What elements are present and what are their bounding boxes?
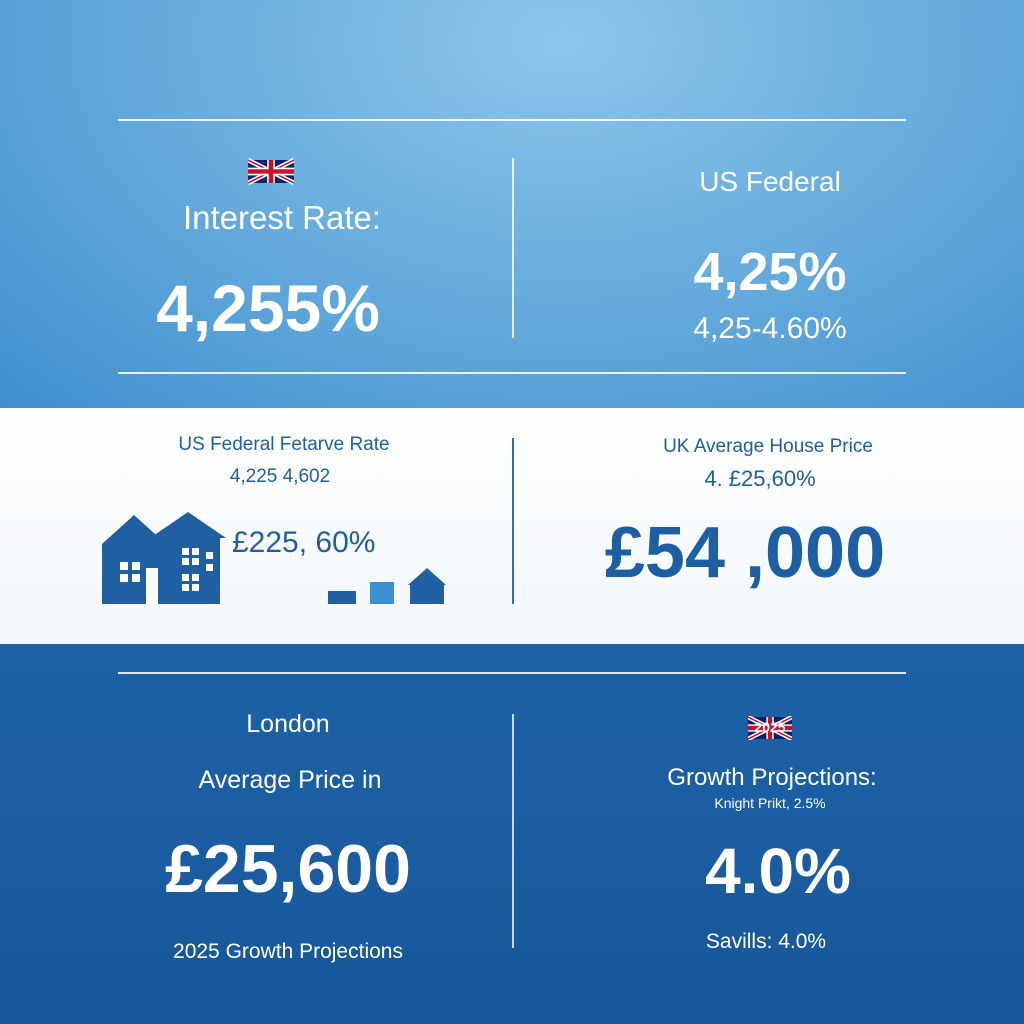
interest-rate-label: Interest Rate: bbox=[182, 199, 382, 236]
mid-left-value: £225, 60% bbox=[232, 526, 376, 559]
top-panel: Interest Rate: 4,255% US Federal 4,25% 4… bbox=[0, 0, 1024, 408]
bottom-panel: London Average Price in £25,600 2025 Gro… bbox=[0, 644, 1024, 1024]
growth-projections-footer: 2025 Growth Projections bbox=[173, 940, 403, 963]
uk-average-house-price-subtitle: 4. £25,60% bbox=[704, 466, 816, 491]
london-average-price-value: £25,600 bbox=[165, 831, 411, 907]
middle-panel: US Federal Fetarve Rate 4,225 4,602 £225… bbox=[0, 408, 1024, 644]
knight-frank-subtitle: Knight Prikt, 2.5% bbox=[714, 795, 826, 811]
uk-flag-icon bbox=[748, 716, 792, 740]
middle-vertical-divider bbox=[512, 438, 514, 604]
flag-2025-badge: 2025 bbox=[748, 716, 792, 740]
us-federal-value: 4,25% bbox=[693, 242, 847, 302]
us-federal-reserve-title: US Federal Fetarve Rate bbox=[178, 434, 390, 455]
uk-flag-icon bbox=[248, 158, 294, 185]
us-federal-reserve-subtitle: 4,225 4,602 bbox=[229, 466, 331, 487]
year-badge-text: 2025 bbox=[754, 719, 786, 735]
growth-projection-value: 4.0% bbox=[705, 835, 851, 907]
bottom-vertical-divider bbox=[512, 714, 514, 948]
house-icon bbox=[102, 512, 226, 604]
average-price-label: Average Price in bbox=[198, 766, 382, 794]
london-label: London bbox=[246, 710, 330, 738]
uk-average-house-price-title: UK Average House Price bbox=[663, 436, 873, 457]
us-federal-range: 4,25-4.60% bbox=[693, 312, 847, 345]
top-divider bbox=[118, 119, 906, 121]
bar-chart-icon bbox=[328, 568, 446, 604]
interest-rate-value: 4,255% bbox=[156, 271, 380, 345]
savills-projection: Savills: 4.0% bbox=[705, 930, 827, 953]
uk-average-house-price-value: £54 ,000 bbox=[604, 513, 886, 593]
top-vertical-divider bbox=[512, 158, 514, 338]
top-bottom-divider bbox=[118, 372, 906, 374]
growth-projections-title: Growth Projections: bbox=[667, 764, 877, 791]
us-federal-label: US Federal bbox=[699, 166, 841, 197]
bottom-divider bbox=[118, 672, 906, 674]
